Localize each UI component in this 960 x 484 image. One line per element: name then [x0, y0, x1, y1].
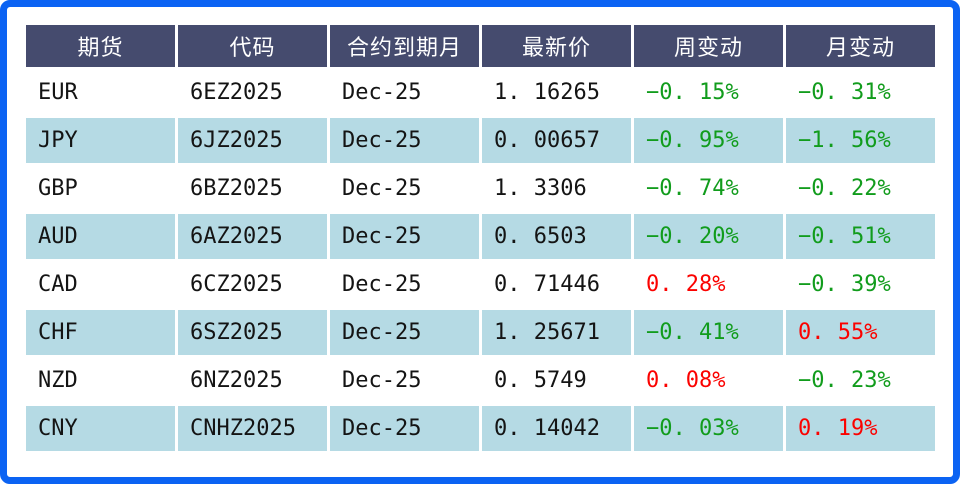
week-change-cell: −0. 15%	[634, 70, 783, 115]
week-change-cell: 0. 28%	[634, 262, 783, 307]
last-price-cell: 0. 00657	[482, 118, 631, 163]
code-cell: CNHZ2025	[178, 406, 327, 451]
week-change-cell: 0. 08%	[634, 358, 783, 403]
table-row-eur: EUR 6EZ2025 Dec-25 1. 16265 −0. 15% −0. 31%	[26, 70, 935, 115]
code-cell: 6NZ2025	[178, 358, 327, 403]
column-header-expiry-month: 合约到期月	[330, 25, 479, 67]
expiry-cell: Dec-25	[330, 118, 479, 163]
expiry-cell: Dec-25	[330, 406, 479, 451]
futures-cell: CHF	[26, 310, 175, 355]
table-body: EUR 6EZ2025 Dec-25 1. 16265 −0. 15% −0. 31% JP…	[26, 70, 935, 451]
expiry-cell: Dec-25	[330, 310, 479, 355]
expiry-cell: Dec-25	[330, 70, 479, 115]
month-change-cell: −0. 31%	[786, 70, 935, 115]
last-price-cell: 0. 6503	[482, 214, 631, 259]
month-change-cell: −0. 51%	[786, 214, 935, 259]
table-row-chf: CHF 6SZ2025 Dec-25 1. 25671 −0. 41% 0. 55%	[26, 310, 935, 355]
table-row-cad: CAD 6CZ2025 Dec-25 0. 71446 0. 28% −0. 39%	[26, 262, 935, 307]
futures-cell: JPY	[26, 118, 175, 163]
code-cell: 6BZ2025	[178, 166, 327, 211]
month-change-cell: −0. 39%	[786, 262, 935, 307]
last-price-cell: 1. 16265	[482, 70, 631, 115]
code-cell: 6CZ2025	[178, 262, 327, 307]
table-row-jpy: JPY 6JZ2025 Dec-25 0. 00657 −0. 95% −1. 56%	[26, 118, 935, 163]
table-row-nzd: NZD 6NZ2025 Dec-25 0. 5749 0. 08% −0. 23%	[26, 358, 935, 403]
table-row-gbp: GBP 6BZ2025 Dec-25 1. 3306 −0. 74% −0. 22%	[26, 166, 935, 211]
futures-cell: AUD	[26, 214, 175, 259]
futures-cell: NZD	[26, 358, 175, 403]
week-change-cell: −0. 20%	[634, 214, 783, 259]
last-price-cell: 1. 3306	[482, 166, 631, 211]
futures-cell: EUR	[26, 70, 175, 115]
table-header: 期货 代码 合约到期月 最新价 周变动 月变动	[26, 25, 935, 67]
month-change-cell: 0. 55%	[786, 310, 935, 355]
expiry-cell: Dec-25	[330, 166, 479, 211]
expiry-cell: Dec-25	[330, 214, 479, 259]
code-cell: 6SZ2025	[178, 310, 327, 355]
column-header-code: 代码	[178, 25, 327, 67]
code-cell: 6EZ2025	[178, 70, 327, 115]
month-change-cell: −0. 22%	[786, 166, 935, 211]
week-change-cell: −0. 74%	[634, 166, 783, 211]
week-change-cell: −0. 41%	[634, 310, 783, 355]
last-price-cell: 0. 5749	[482, 358, 631, 403]
futures-cell: GBP	[26, 166, 175, 211]
week-change-cell: −0. 95%	[634, 118, 783, 163]
code-cell: 6AZ2025	[178, 214, 327, 259]
futures-cell: CAD	[26, 262, 175, 307]
month-change-cell: 0. 19%	[786, 406, 935, 451]
column-header-futures: 期货	[26, 25, 175, 67]
column-header-last-price: 最新价	[482, 25, 631, 67]
table-row-aud: AUD 6AZ2025 Dec-25 0. 6503 −0. 20% −0. 51%	[26, 214, 935, 259]
expiry-cell: Dec-25	[330, 262, 479, 307]
last-price-cell: 0. 71446	[482, 262, 631, 307]
week-change-cell: −0. 03%	[634, 406, 783, 451]
column-header-week-change: 周变动	[634, 25, 783, 67]
month-change-cell: −0. 23%	[786, 358, 935, 403]
month-change-cell: −1. 56%	[786, 118, 935, 163]
last-price-cell: 0. 14042	[482, 406, 631, 451]
code-cell: 6JZ2025	[178, 118, 327, 163]
table-row-cny: CNY CNHZ2025 Dec-25 0. 14042 −0. 03% 0. 19%	[26, 406, 935, 451]
header-row: 期货 代码 合约到期月 最新价 周变动 月变动	[26, 25, 935, 67]
expiry-cell: Dec-25	[330, 358, 479, 403]
column-header-month-change: 月变动	[786, 25, 935, 67]
fx-futures-table: 期货 代码 合约到期月 最新价 周变动 月变动 EUR 6EZ2025 Dec-25…	[23, 22, 938, 454]
last-price-cell: 1. 25671	[482, 310, 631, 355]
futures-cell: CNY	[26, 406, 175, 451]
